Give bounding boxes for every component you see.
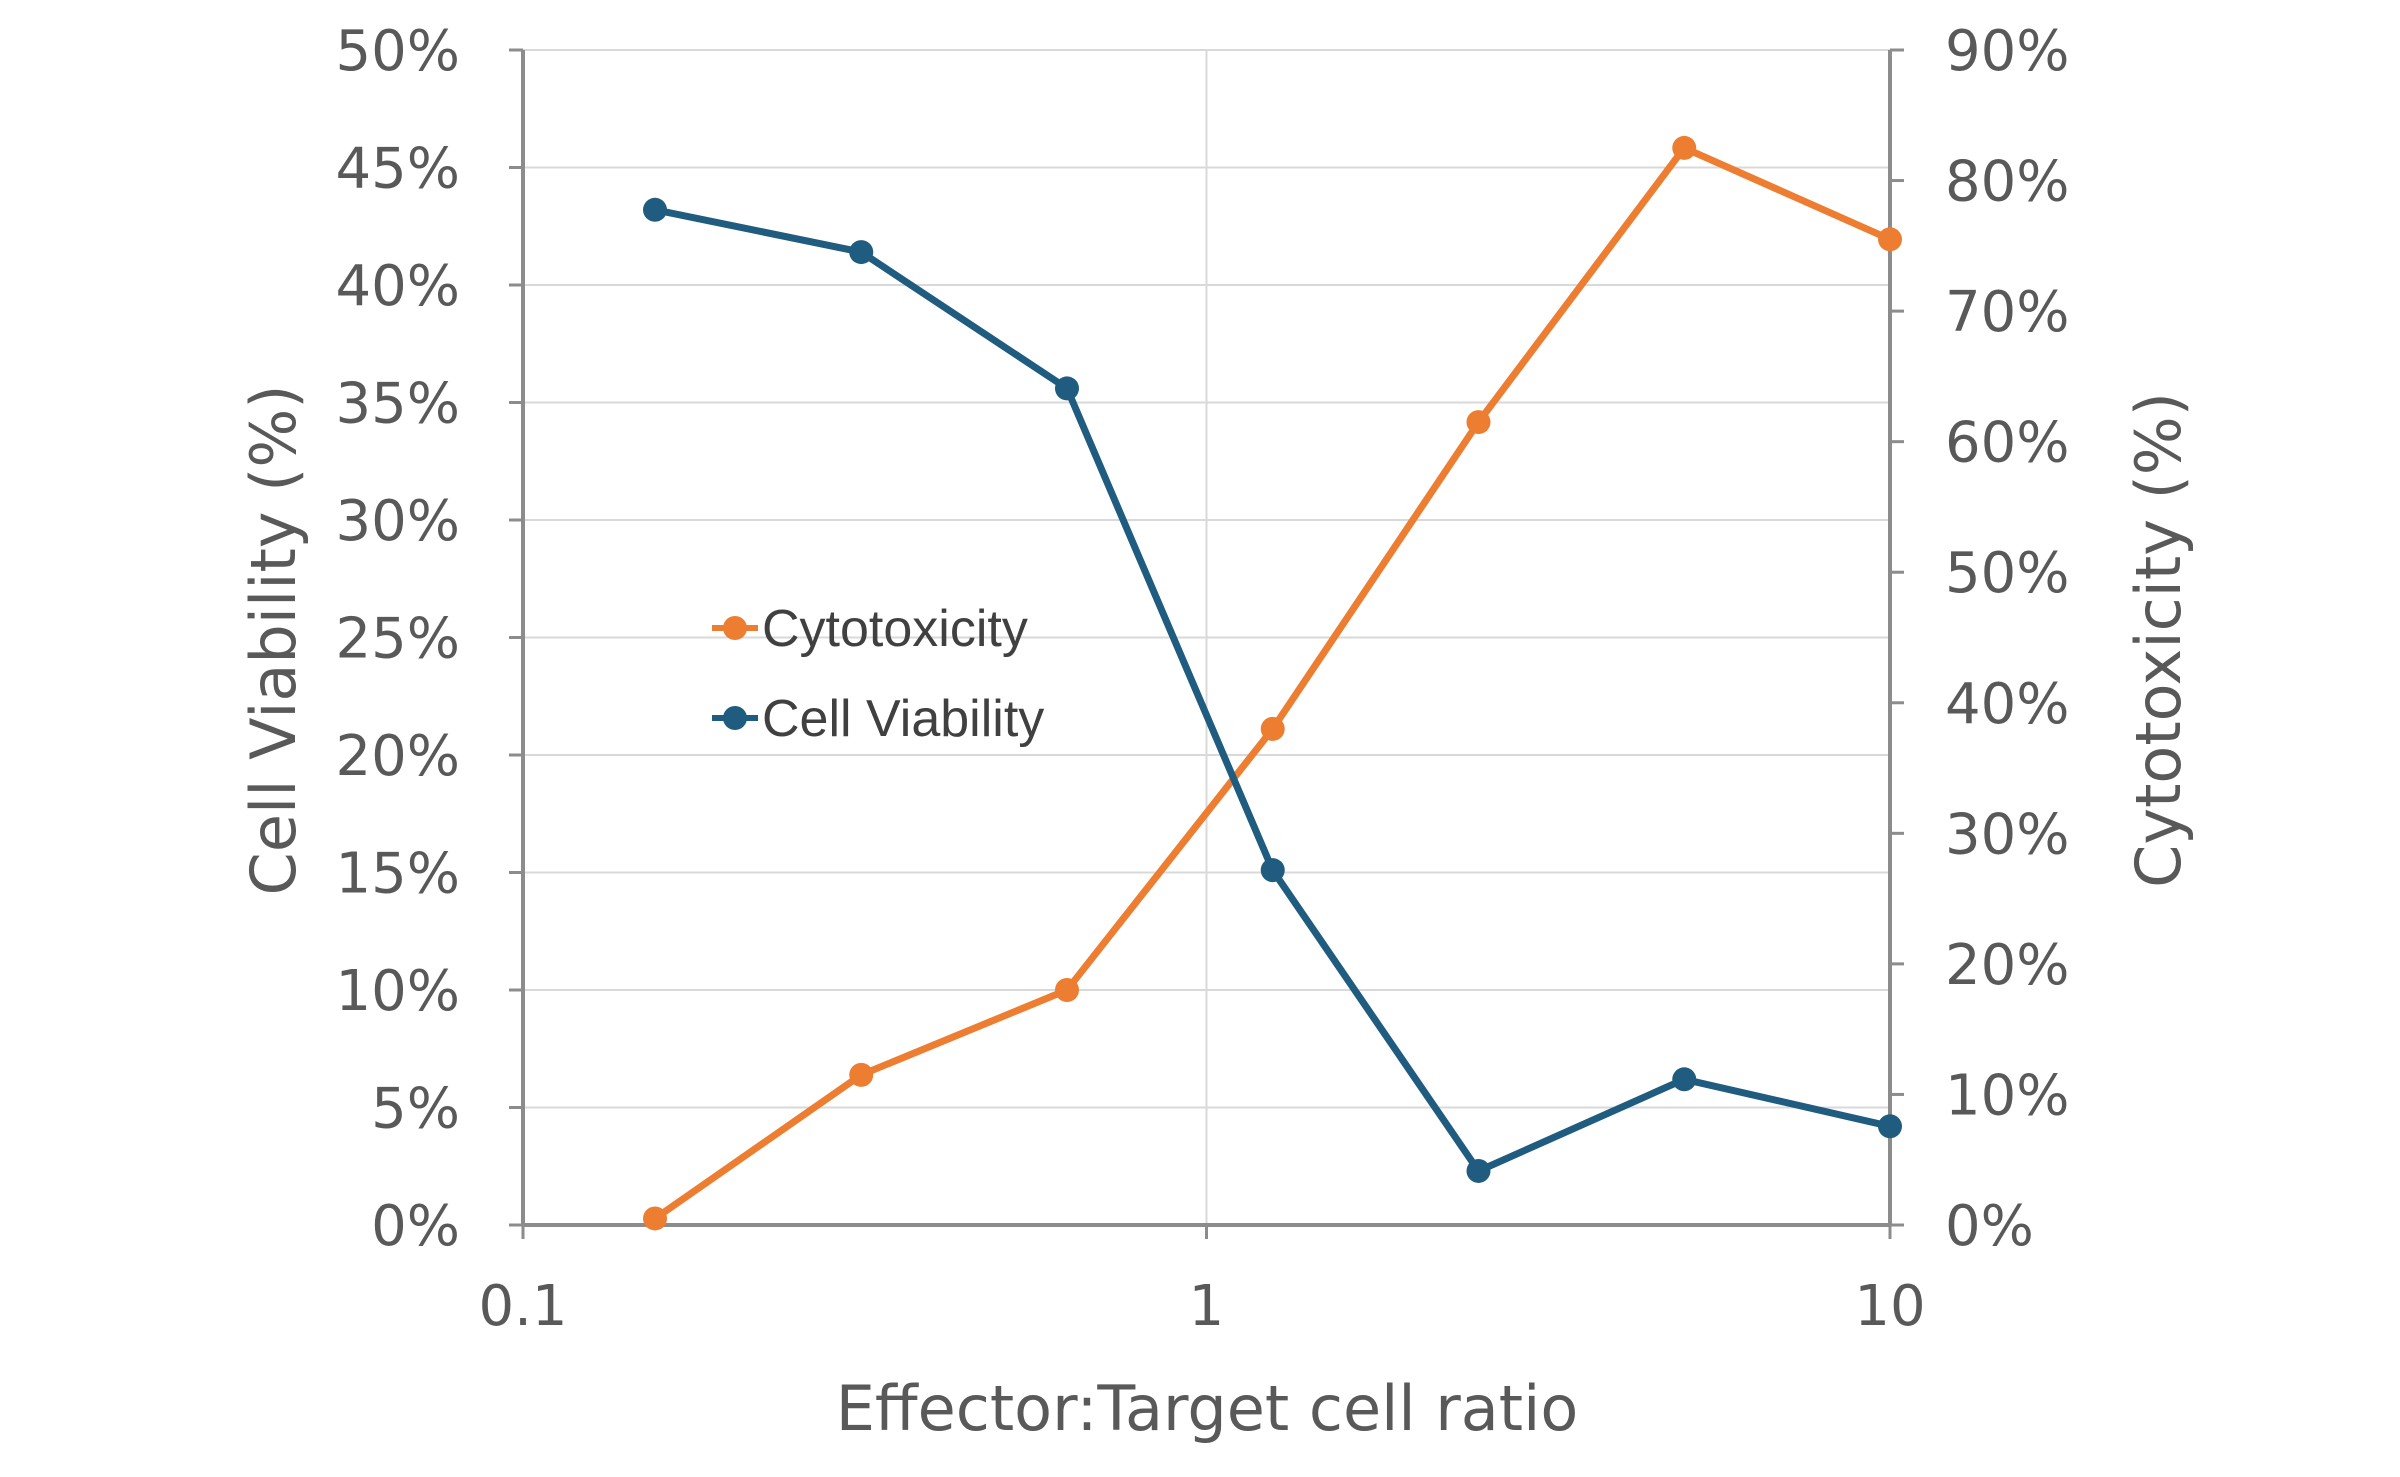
cell-viability-point: [643, 197, 668, 222]
cytotoxicity-point: [1672, 135, 1697, 160]
cytotoxicity-point: [1260, 716, 1285, 741]
legend-swatch-marker: [723, 706, 747, 730]
legend-swatch-marker: [723, 616, 747, 640]
cytotoxicity-line: [651, 144, 1894, 1222]
legend-label-cell-viability: Cell Viability: [762, 690, 1044, 748]
legend-label-cytotoxicity: Cytotoxicity: [762, 600, 1028, 658]
right-tick-label: 80%: [1945, 150, 2069, 215]
x-axis-ticks: 0.1 1 10: [478, 1225, 1926, 1339]
cell-viability-point: [849, 240, 874, 265]
cytotoxicity-point: [1466, 410, 1491, 435]
cytotoxicity-point: [1054, 978, 1079, 1002]
left-axis-ticks: 0% 5% 10% 15% 20% 25% 30% 35% 40% 45% 50%: [336, 19, 523, 1259]
right-tick-label: 60%: [1945, 411, 2069, 476]
right-axis-title: Cytotoxicity (%): [2122, 392, 2195, 888]
right-tick-label: 30%: [1945, 802, 2069, 867]
cell-viability-point: [1466, 1158, 1491, 1183]
left-tick-label: 30%: [336, 489, 460, 554]
right-tick-label: 70%: [1945, 280, 2069, 345]
right-tick-label: 0%: [1945, 1194, 2034, 1259]
cytotoxicity-point: [1878, 227, 1902, 252]
right-tick-label: 50%: [1945, 541, 2069, 606]
left-tick-label: 25%: [336, 607, 460, 672]
left-tick-label: 35%: [336, 372, 460, 437]
x-tick-label: 0.1: [478, 1274, 567, 1339]
left-tick-label: 45%: [336, 137, 460, 202]
cell-viability-point: [1878, 1114, 1902, 1139]
left-tick-label: 0%: [371, 1194, 460, 1259]
right-tick-label: 40%: [1945, 672, 2069, 737]
left-tick-label: 5%: [371, 1077, 460, 1142]
cell-viability-point: [1672, 1067, 1697, 1092]
right-axis-ticks: 0% 10% 20% 30% 40% 50% 60% 70% 80% 90%: [1890, 19, 2069, 1259]
left-tick-label: 15%: [336, 842, 460, 907]
left-tick-label: 20%: [336, 724, 460, 789]
x-axis-title: Effector:Target cell ratio: [836, 1372, 1579, 1445]
left-axis-title: Cell Viability (%): [237, 385, 310, 896]
x-tick-label: 1: [1189, 1274, 1225, 1339]
gridlines: [523, 49, 1890, 1225]
legend: Cytotoxicity Cell Viability: [712, 600, 1044, 748]
right-tick-label: 20%: [1945, 933, 2069, 998]
cell-viability-point: [1260, 858, 1285, 883]
cytotoxicity-point: [643, 1206, 668, 1231]
left-tick-label: 50%: [336, 19, 460, 84]
series-group: [643, 135, 1902, 1231]
left-tick-label: 10%: [336, 959, 460, 1024]
cell-viability-point: [1054, 376, 1079, 401]
cytotoxicity-point: [849, 1062, 874, 1087]
right-tick-label: 90%: [1945, 19, 2069, 84]
x-tick-label: 10: [1854, 1274, 1925, 1339]
left-tick-label: 40%: [336, 254, 460, 319]
right-tick-label: 10%: [1945, 1063, 2069, 1128]
